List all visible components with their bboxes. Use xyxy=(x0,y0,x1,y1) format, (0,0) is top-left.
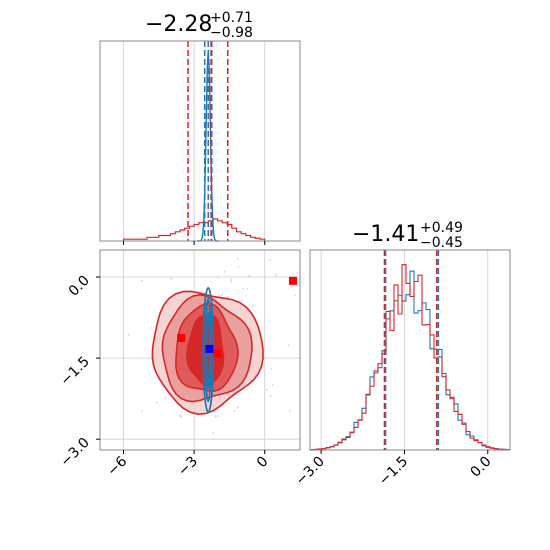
contour-frame xyxy=(99,249,301,451)
contour-scatter-point xyxy=(170,277,173,280)
hist-param1-frame xyxy=(99,40,301,242)
title-param2-upper: +0.49 xyxy=(420,220,463,236)
contour-scatter-point xyxy=(237,266,240,268)
contour-marker xyxy=(213,349,222,358)
contour-marker xyxy=(288,276,297,285)
contour-scatter-point xyxy=(294,294,297,297)
contour-scatter-point xyxy=(217,276,219,279)
contour-scatter-point xyxy=(240,299,243,302)
hist-param1-marks xyxy=(122,41,266,242)
contour-scatter-point xyxy=(268,259,271,262)
title-param2: −1.41 +0.49 −0.45 xyxy=(352,220,463,251)
title-param1-upper: +0.71 xyxy=(210,10,253,26)
title-param1-value: −2.28 xyxy=(145,12,212,37)
contour-scatter-point xyxy=(140,410,143,413)
contour-scatter-point xyxy=(287,344,290,347)
contour-scatter-point xyxy=(236,257,239,260)
title-param1: −2.28 +0.71 −0.98 xyxy=(145,10,253,41)
contour-scatter-point xyxy=(212,431,215,434)
contour-y-ticks: 0.0 −1.5 −3.0 xyxy=(57,273,100,470)
contour-scatter-point xyxy=(271,384,274,387)
hist-param2-grid xyxy=(320,250,489,450)
contour-scatter-point xyxy=(140,279,143,282)
contour-scatter-point xyxy=(251,305,254,307)
contour-marker xyxy=(177,334,186,343)
hist-param1-panel xyxy=(99,40,301,245)
hist-param2-xtick-label: −1.5 xyxy=(376,454,411,489)
contour-ytick-label: −3.0 xyxy=(57,435,92,470)
contour-x-ticks: −6 −3 0 xyxy=(104,450,272,480)
contour-scatter-point xyxy=(230,280,232,283)
title-param2-value: −1.41 xyxy=(352,222,419,247)
contour-marks xyxy=(127,257,297,434)
contour-scatter-point xyxy=(156,401,158,404)
hist-param2-xtick-label: 0.0 xyxy=(468,454,495,481)
contour-scatter-point xyxy=(265,388,268,391)
hist-param1-ticks xyxy=(123,241,266,245)
hist-param2-xtick-label: −3.0 xyxy=(293,454,328,489)
contour-xtick-label: 0 xyxy=(254,454,272,472)
hist-param2-panel: −3.0 −1.5 0.0 xyxy=(293,249,511,489)
contour-scatter-point xyxy=(164,397,167,399)
hist-param2-blue-step xyxy=(309,270,511,451)
contour-scatter-point xyxy=(223,270,226,273)
hist-param2-frame xyxy=(309,249,511,451)
contour-scatter-point xyxy=(248,274,250,277)
contour-scatter-point xyxy=(236,406,239,409)
contour-scatter-point xyxy=(227,296,229,299)
contour-marker xyxy=(205,344,214,353)
contour-scatter-point xyxy=(233,409,236,412)
contour-scatter-point xyxy=(180,416,182,418)
title-param1-lower: −0.98 xyxy=(210,25,253,41)
contour-scatter-point xyxy=(289,409,291,412)
contour-scatter-point xyxy=(217,415,219,417)
hist-param2-red-step xyxy=(309,264,511,451)
contour-scatter-point xyxy=(242,287,245,290)
contour-scatter-point xyxy=(269,395,272,398)
contour-xtick-label: −3 xyxy=(175,454,201,480)
contour-panel: −6 −3 0 0.0 −1.5 −3.0 xyxy=(57,249,301,480)
hist-param2-marks xyxy=(309,250,511,451)
contour-scatter-point xyxy=(275,274,278,277)
contour-scatter-point xyxy=(246,287,249,290)
contour-scatter-point xyxy=(127,333,130,336)
hist-param1-red-step xyxy=(122,218,266,241)
title-param2-lower: −0.45 xyxy=(420,235,463,251)
contour-scatter-point xyxy=(178,414,181,417)
contour-ytick-label: −1.5 xyxy=(57,354,92,389)
hist-param2-x-ticks: −3.0 −1.5 0.0 xyxy=(293,450,495,489)
contour-xtick-label: −6 xyxy=(104,453,130,479)
contour-scatter-point xyxy=(270,367,273,370)
hist-param1-grid xyxy=(123,41,266,241)
contour-scatter-point xyxy=(214,415,217,418)
contour-ytick-label: 0.0 xyxy=(66,273,93,300)
contour-scatter-point xyxy=(230,278,232,281)
contour-scatter-point xyxy=(220,294,223,297)
